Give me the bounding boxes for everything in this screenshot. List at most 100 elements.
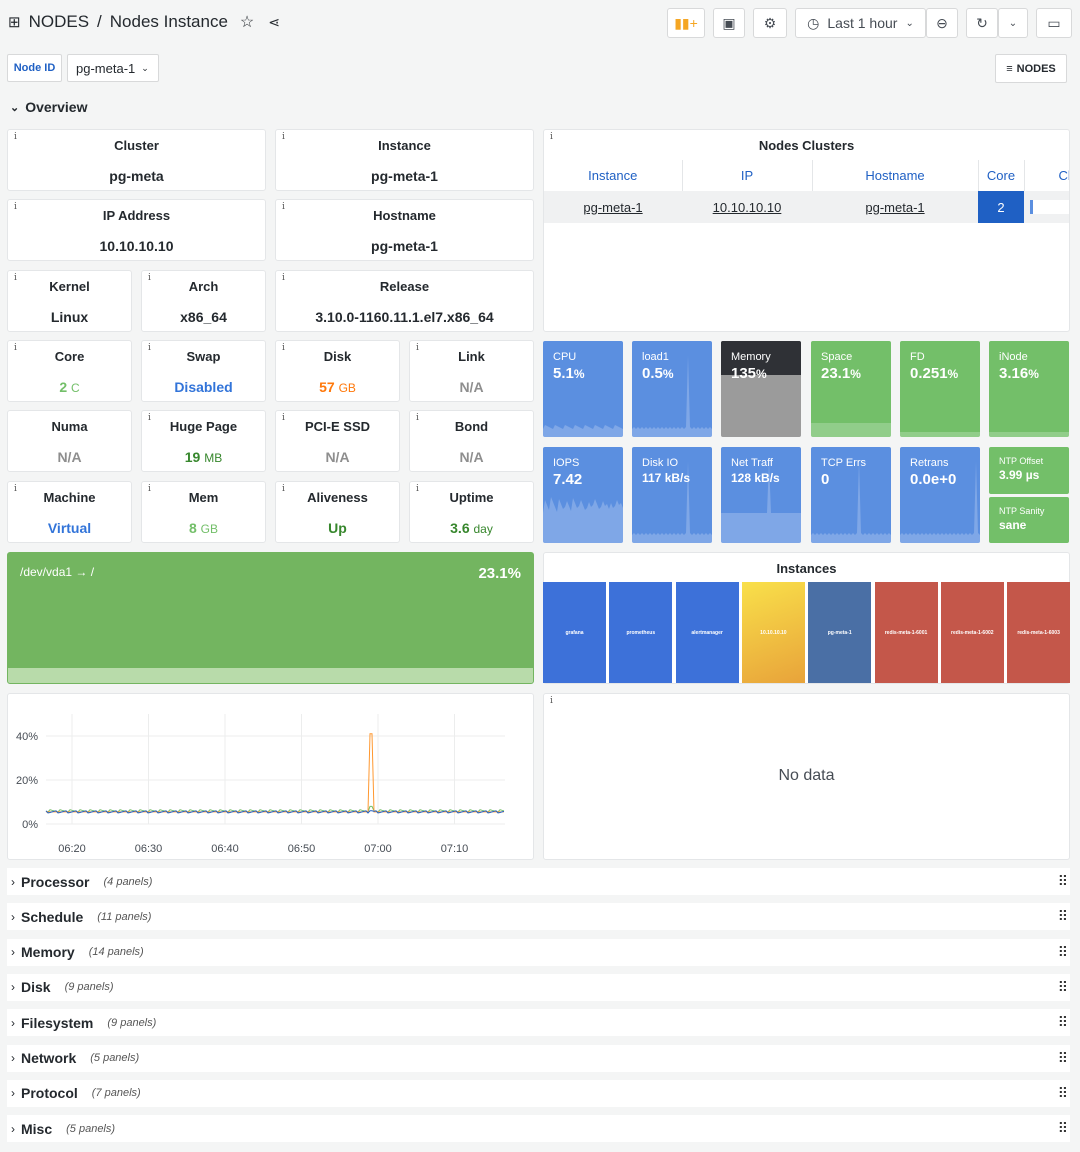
drag-handle-icon[interactable]: ⠿ [1057, 1014, 1068, 1031]
add-panel-icon: ▮▮+ [674, 14, 698, 31]
cell-instance-link[interactable]: pg-meta-1 [583, 199, 643, 215]
info-icon[interactable]: i [282, 413, 285, 423]
instance-tile[interactable]: pg-meta-1 [808, 582, 872, 683]
refresh-button[interactable]: ↻ [966, 8, 998, 38]
refresh-interval-dropdown[interactable]: ⌄ [998, 8, 1028, 38]
info-icon[interactable]: i [282, 273, 285, 283]
dashboard-grid-icon[interactable]: ⊞ [8, 14, 21, 31]
info-icon[interactable]: i [148, 343, 151, 353]
info-icon[interactable]: i [148, 413, 151, 423]
info-icon[interactable]: i [416, 484, 419, 494]
zoom-out-button[interactable]: ⊖ [926, 8, 958, 38]
tv-mode-button[interactable]: ▭ [1036, 8, 1072, 38]
instance-tile[interactable]: redis-meta-1-6003 [1007, 582, 1071, 683]
value-number: sane [999, 518, 1027, 532]
drag-handle-icon[interactable]: ⠿ [1057, 873, 1068, 889]
info-icon[interactable]: i [14, 273, 17, 283]
panel-value: 2 C [8, 379, 131, 395]
tile-retrans[interactable]: Retrans 0.0e+0 [900, 447, 980, 543]
value-unit: GB [338, 381, 356, 395]
value-unit: day [473, 522, 493, 536]
nodes-link-button[interactable]: ≡ NODES [995, 54, 1067, 83]
row-schedule[interactable]: › Schedule (11 panels) ⠿ [7, 903, 1070, 931]
info-icon[interactable]: i [416, 343, 419, 353]
tile-fd[interactable]: FD 0.251% [900, 341, 980, 437]
value-number: 0.251 [910, 365, 948, 382]
tile-disk-io[interactable]: Disk IO 117 kB/s [632, 447, 712, 543]
drag-handle-icon[interactable]: ⠿ [1057, 1084, 1068, 1101]
drag-handle-icon[interactable]: ⠿ [1057, 978, 1068, 995]
row-memory[interactable]: › Memory (14 panels) ⠿ [7, 938, 1070, 966]
add-panel-button[interactable]: ▮▮+ [667, 8, 705, 38]
instance-tile[interactable]: prometheus [609, 582, 673, 683]
share-icon[interactable]: ⋖ [268, 13, 280, 30]
tile-ntp-offset[interactable]: NTP Offset 3.99 µs [989, 447, 1069, 494]
instance-tile[interactable]: redis-meta-1-6002 [940, 582, 1004, 683]
column-header[interactable]: Cl [1058, 168, 1070, 183]
time-picker[interactable]: ◷ Last 1 hour ⌄ [795, 8, 926, 38]
row-protocol[interactable]: › Protocol (7 panels) ⠿ [7, 1079, 1070, 1107]
row-disk[interactable]: › Disk (9 panels) ⠿ [7, 973, 1070, 1001]
folder-link[interactable]: NODES [28, 12, 90, 31]
tile-iops[interactable]: IOPS 7.42 [543, 447, 623, 543]
instance-tile[interactable]: grafana [543, 582, 606, 683]
info-icon[interactable]: i [416, 413, 419, 423]
tile-space[interactable]: Space 23.1% [811, 341, 891, 437]
tile-cpu[interactable]: CPU 5.1% [543, 341, 623, 437]
info-icon[interactable]: i [14, 132, 17, 142]
column-header[interactable]: Core [978, 160, 1025, 191]
info-icon[interactable]: i [282, 343, 285, 353]
row-processor[interactable]: › Processor (4 panels) ⠿ [7, 868, 1070, 895]
info-icon[interactable]: i [148, 484, 151, 494]
tile-value: 128 kB/s [731, 471, 780, 485]
cell-hostname-link[interactable]: pg-meta-1 [865, 199, 925, 215]
drag-handle-icon[interactable]: ⠿ [1057, 943, 1068, 960]
instance-tile[interactable]: alertmanager [675, 582, 739, 683]
sparkline [632, 461, 712, 543]
column-header[interactable]: IP [682, 160, 813, 191]
node-id-select[interactable]: pg-meta-1 ⌄ [67, 54, 159, 82]
overview-row-header[interactable]: ⌄ Overview [10, 99, 87, 115]
info-icon[interactable]: i [550, 132, 553, 142]
info-icon[interactable]: i [14, 343, 17, 353]
info-icon[interactable]: i [282, 202, 285, 212]
tile-load1[interactable]: load1 0.5% [632, 341, 712, 437]
row-filesystem[interactable]: › Filesystem (9 panels) ⠿ [7, 1009, 1070, 1037]
cell-cpu-gauge [1024, 191, 1069, 223]
dashboard-name[interactable]: Nodes Instance [109, 12, 228, 31]
value-number: 8 [188, 520, 197, 536]
tile-inode[interactable]: iNode 3.16% [989, 341, 1069, 437]
column-header[interactable]: Instance [544, 160, 683, 191]
timeseries-chart: 0% 20% 40% 06:20 06:30 06:40 06:50 07:00 07:10 [16, 714, 505, 855]
drag-handle-icon[interactable]: ⠿ [1057, 1049, 1068, 1066]
row-misc[interactable]: › Misc (5 panels) ⠿ [7, 1115, 1070, 1143]
settings-button[interactable]: ⚙ [753, 8, 787, 38]
panel-title: Kernel [49, 279, 90, 294]
stat-machine: i Machine Virtual [7, 481, 132, 543]
tile-value: 117 kB/s [642, 471, 690, 485]
info-icon[interactable]: i [148, 273, 151, 283]
info-icon[interactable]: i [14, 202, 17, 212]
info-icon[interactable]: i [550, 696, 553, 706]
star-icon[interactable]: ☆ [239, 14, 255, 31]
save-button[interactable]: ▣ [713, 8, 745, 38]
tile-value: 7.42 [553, 471, 582, 488]
tile-value: 0.5% [642, 365, 674, 382]
tile-tcp-errors[interactable]: TCP Errs 0 [811, 447, 891, 543]
instance-tile[interactable]: redis-meta-1-6001 [874, 582, 938, 683]
drag-handle-icon[interactable]: ⠿ [1057, 908, 1068, 925]
info-icon[interactable]: i [14, 484, 17, 494]
drag-handle-icon[interactable]: ⠿ [1057, 1120, 1068, 1137]
tile-memory[interactable]: Memory 135% [721, 341, 801, 437]
tile-net-traffic[interactable]: Net Traff 128 kB/s [721, 447, 801, 543]
save-icon: ▣ [722, 14, 736, 31]
row-network[interactable]: › Network (5 panels) ⠿ [7, 1044, 1070, 1072]
info-icon[interactable]: i [282, 132, 285, 142]
info-icon[interactable]: i [282, 484, 285, 494]
panel-value: Virtual [47, 520, 92, 536]
cell-ip-link[interactable]: 10.10.10.10 [712, 199, 782, 215]
column-header[interactable]: Hostname [812, 160, 979, 191]
panel-value: 19 MB [142, 449, 265, 465]
tile-ntp-sanity[interactable]: NTP Sanity sane [989, 497, 1069, 543]
instance-tile[interactable]: 10.10.10.10 [741, 582, 805, 683]
